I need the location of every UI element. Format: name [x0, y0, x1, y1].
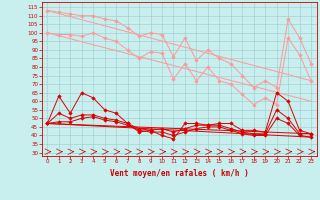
X-axis label: Vent moyen/en rafales ( km/h ): Vent moyen/en rafales ( km/h ): [110, 169, 249, 178]
